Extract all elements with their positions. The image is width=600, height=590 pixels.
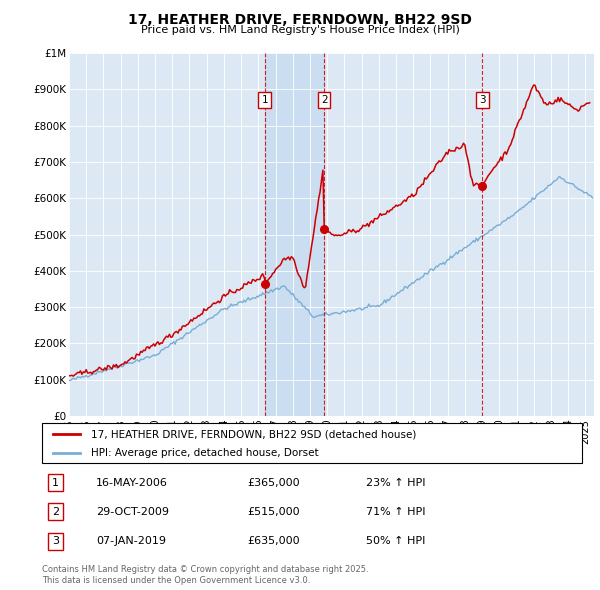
Text: 2: 2 [52,507,59,517]
Text: 3: 3 [479,95,486,105]
Text: Contains HM Land Registry data © Crown copyright and database right 2025.
This d: Contains HM Land Registry data © Crown c… [42,565,368,585]
Text: 16-MAY-2006: 16-MAY-2006 [96,477,168,487]
Text: 17, HEATHER DRIVE, FERNDOWN, BH22 9SD: 17, HEATHER DRIVE, FERNDOWN, BH22 9SD [128,13,472,27]
Text: £515,000: £515,000 [247,507,300,517]
Text: 71% ↑ HPI: 71% ↑ HPI [366,507,425,517]
Text: Price paid vs. HM Land Registry's House Price Index (HPI): Price paid vs. HM Land Registry's House … [140,25,460,35]
Text: £635,000: £635,000 [247,536,300,546]
Bar [265,53,324,416]
Text: 2: 2 [321,95,328,105]
Text: 07-JAN-2019: 07-JAN-2019 [96,536,166,546]
Text: 17, HEATHER DRIVE, FERNDOWN, BH22 9SD (detached house): 17, HEATHER DRIVE, FERNDOWN, BH22 9SD (d… [91,430,416,440]
Text: 29-OCT-2009: 29-OCT-2009 [96,507,169,517]
Text: 23% ↑ HPI: 23% ↑ HPI [366,477,425,487]
Text: HPI: Average price, detached house, Dorset: HPI: Average price, detached house, Dors… [91,448,318,458]
Text: 3: 3 [52,536,59,546]
Text: 50% ↑ HPI: 50% ↑ HPI [366,536,425,546]
Text: £365,000: £365,000 [247,477,300,487]
Text: 1: 1 [52,477,59,487]
Text: 1: 1 [262,95,268,105]
